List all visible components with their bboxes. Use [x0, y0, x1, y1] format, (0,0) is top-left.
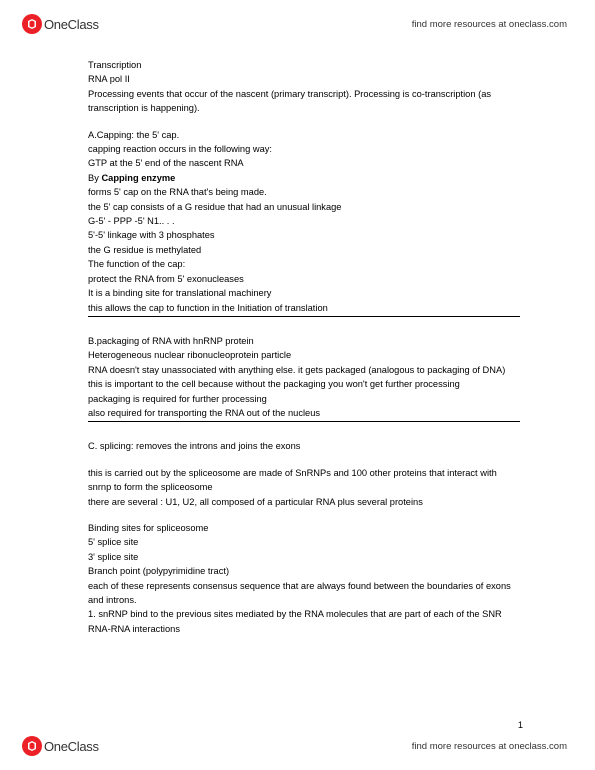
- text-line: the 5' cap consists of a G residue that …: [88, 200, 520, 214]
- text-line: capping reaction occurs in the following…: [88, 142, 520, 156]
- text-line: 5'-5' linkage with 3 phosphates: [88, 228, 520, 242]
- brand-logo[interactable]: OneClass: [22, 14, 99, 34]
- text-line: The function of the cap:: [88, 257, 520, 271]
- text-line: there are several : U1, U2, all composed…: [88, 495, 520, 509]
- text-line: A.Capping: the 5' cap.: [88, 128, 520, 142]
- text-line: 5' splice site: [88, 535, 520, 549]
- text-line: RNA pol II: [88, 72, 520, 86]
- divider: [88, 316, 520, 317]
- text-line: Branch point (polypyrimidine tract): [88, 564, 520, 578]
- text-bold: Capping enzyme: [101, 173, 175, 183]
- header-link[interactable]: find more resources at oneclass.com: [412, 19, 567, 30]
- text-line: this is important to the cell because wi…: [88, 377, 520, 391]
- text-line: this allows the cap to function in the I…: [88, 301, 520, 315]
- text-line: the G residue is methylated: [88, 243, 520, 257]
- brand-icon: [22, 14, 42, 34]
- document-body: Transcription RNA pol II Processing even…: [88, 58, 520, 636]
- text-line: Heterogeneous nuclear ribonucleoprotein …: [88, 348, 520, 362]
- brand-logo[interactable]: OneClass: [22, 736, 99, 756]
- text-line: forms 5' cap on the RNA that's being mad…: [88, 185, 520, 199]
- page-header: OneClass find more resources at oneclass…: [0, 10, 595, 38]
- footer-link[interactable]: find more resources at oneclass.com: [412, 741, 567, 752]
- text-line: 3' splice site: [88, 550, 520, 564]
- brand-name: OneClass: [44, 17, 99, 32]
- page-footer: OneClass find more resources at oneclass…: [0, 732, 595, 760]
- text-line: 1. snRNP bind to the previous sites medi…: [88, 607, 520, 621]
- text-line: G-5' - PPP -5' N1.. . .: [88, 214, 520, 228]
- text-line: also required for transporting the RNA o…: [88, 406, 520, 420]
- text-line: packaging is required for further proces…: [88, 392, 520, 406]
- text-line: GTP at the 5' end of the nascent RNA: [88, 156, 520, 170]
- text-span: By: [88, 173, 101, 183]
- text-line: this is carried out by the spliceosome a…: [88, 466, 520, 495]
- text-line: By Capping enzyme: [88, 171, 520, 185]
- brand-name: OneClass: [44, 739, 99, 754]
- text-line: RNA-RNA interactions: [88, 622, 520, 636]
- divider: [88, 421, 520, 422]
- text-line: RNA doesn't stay unassociated with anyth…: [88, 363, 520, 377]
- text-line: B.packaging of RNA with hnRNP protein: [88, 334, 520, 348]
- text-line: each of these represents consensus seque…: [88, 579, 520, 608]
- text-line: It is a binding site for translational m…: [88, 286, 520, 300]
- text-line: protect the RNA from 5' exonucleases: [88, 272, 520, 286]
- text-line: Binding sites for spliceosome: [88, 521, 520, 535]
- brand-icon: [22, 736, 42, 756]
- text-line: Processing events that occur of the nasc…: [88, 87, 520, 116]
- text-line: C. splicing: removes the introns and joi…: [88, 439, 520, 453]
- page-number: 1: [518, 720, 523, 730]
- text-line: Transcription: [88, 58, 520, 72]
